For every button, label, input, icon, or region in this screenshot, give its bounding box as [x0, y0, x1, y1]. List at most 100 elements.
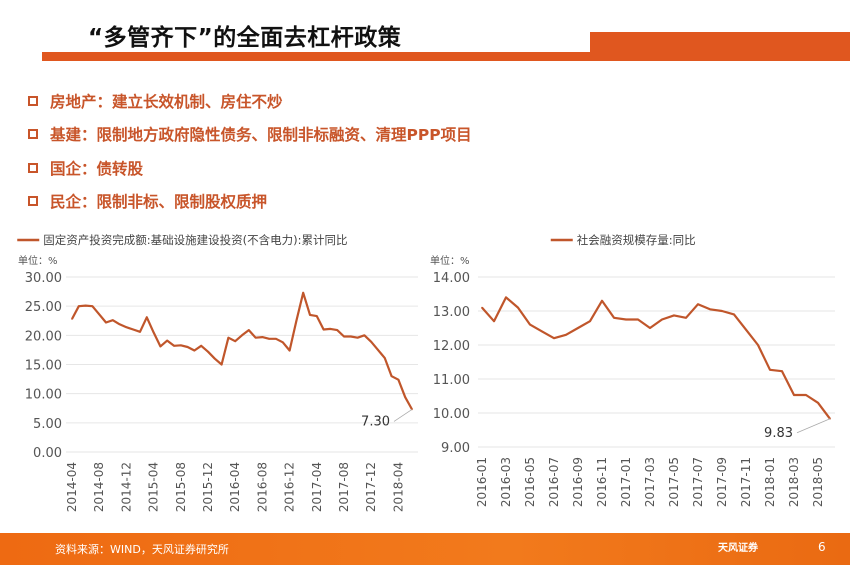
data-point [98, 313, 100, 316]
square-bullet-icon [28, 162, 38, 173]
y-tick-label: 5.00 [33, 417, 62, 432]
data-point [589, 320, 591, 323]
data-point [661, 318, 663, 321]
y-tick-label: 15.00 [25, 359, 62, 374]
data-point [517, 306, 519, 309]
data-point [356, 336, 359, 339]
data-point [91, 305, 94, 307]
x-tick-label: 2017-01 [619, 457, 633, 507]
data-point [234, 340, 236, 342]
x-tick-label: 2017-11 [739, 457, 753, 507]
x-tick-label: 2016-07 [547, 457, 561, 507]
data-point [343, 335, 345, 338]
data-point [186, 346, 189, 348]
legend-label: 固定资产投资完成额:基础设施建设投资(不含电力):累计同比 [43, 233, 347, 247]
data-label: 9.83 [764, 426, 793, 441]
x-tick-label: 2016-09 [571, 457, 585, 507]
data-point [404, 396, 407, 398]
y-tick-label: 10.00 [25, 388, 62, 403]
y-tick-label: 9.00 [441, 441, 470, 456]
data-point [745, 328, 747, 331]
annotation-leader [796, 418, 831, 434]
square-bullet-icon [28, 196, 38, 207]
x-tick-label: 2016-12 [283, 462, 297, 512]
x-tick-label: 2014-08 [92, 462, 106, 512]
data-point [709, 308, 711, 311]
data-point [159, 345, 162, 348]
data-point [71, 318, 73, 320]
x-tick-label: 2018-03 [787, 457, 801, 507]
data-point [105, 321, 107, 324]
data-point [637, 318, 639, 321]
data-point [697, 303, 699, 306]
data-point [390, 375, 393, 377]
data-point [146, 316, 148, 319]
x-tick-label: 2016-01 [475, 457, 489, 507]
data-point [363, 334, 366, 337]
data-point [282, 341, 284, 344]
data-point [685, 317, 687, 319]
x-tick-label: 2017-08 [337, 462, 351, 512]
x-tick-label: 2015-12 [201, 462, 215, 512]
x-tick-label: 2018-01 [763, 457, 777, 507]
data-point [152, 331, 155, 334]
data-point [673, 314, 675, 317]
data-point [193, 349, 196, 352]
data-point [553, 337, 555, 340]
data-point [322, 328, 325, 331]
bullet-item: 基建：限制地方政府隐性债务、限制非标融资、清理PPP项目 [28, 118, 472, 152]
data-point [613, 317, 615, 319]
data-point [793, 394, 795, 396]
bullet-item: 房地产：建立长效机制、房住不炒 [28, 84, 472, 118]
data-point [84, 304, 87, 307]
data-point [112, 319, 114, 321]
data-point [505, 296, 507, 299]
x-tick-label: 2017-09 [715, 457, 729, 507]
y-tick-label: 10.00 [433, 407, 470, 422]
data-point [329, 328, 332, 330]
data-point [275, 338, 277, 340]
square-bullet-icon [28, 95, 38, 106]
bullet-text: 国企：债转股 [50, 159, 144, 178]
y-tick-label: 13.00 [433, 305, 470, 320]
data-point [207, 350, 209, 353]
data-point [125, 326, 128, 328]
title-accent-block [590, 32, 850, 61]
bullet-text: 基建：限制地方政府隐性债务、限制非标融资、清理PPP项目 [50, 126, 472, 145]
x-tick-label: 2018-04 [391, 462, 405, 512]
data-point [241, 334, 243, 337]
x-tick-label: 2018-05 [811, 457, 825, 507]
data-point [721, 310, 723, 312]
data-point [769, 369, 771, 371]
data-point [248, 329, 250, 331]
x-tick-label: 2016-04 [228, 462, 242, 512]
x-tick-label: 2017-05 [667, 457, 681, 507]
x-tick-label: 2016-05 [523, 457, 537, 507]
data-point [397, 378, 400, 381]
data-point [481, 306, 483, 309]
data-point [541, 330, 543, 333]
y-tick-label: 12.00 [433, 339, 470, 354]
y-tick-label: 14.00 [433, 271, 470, 286]
x-tick-label: 2016-03 [499, 457, 513, 507]
x-tick-label: 2017-04 [310, 462, 324, 512]
footer-bar: 资料来源：WIND，天风证券研究所 天风证券 6 [0, 533, 850, 565]
bullet-list: 房地产：建立长效机制、房住不炒 基建：限制地方政府隐性债务、限制非标融资、清理P… [28, 84, 472, 218]
data-point [316, 315, 318, 317]
y-tick-label: 11.00 [433, 373, 470, 388]
data-point [302, 291, 305, 294]
data-point [118, 323, 121, 326]
page-number: 6 [818, 540, 826, 554]
data-point [757, 344, 759, 346]
data-point [565, 334, 567, 336]
x-tick-label: 2014-12 [119, 462, 133, 512]
x-tick-label: 2015-08 [174, 462, 188, 512]
bullet-text: 房地产：建立长效机制、房住不炒 [50, 92, 283, 111]
bullet-text: 民企：限制非标、限制股权质押 [50, 193, 268, 212]
data-point [139, 331, 141, 333]
data-point [733, 313, 735, 316]
title-underline [42, 52, 850, 61]
data-point [78, 305, 80, 307]
data-point [173, 345, 175, 347]
x-tick-label: 2016-08 [255, 462, 269, 512]
